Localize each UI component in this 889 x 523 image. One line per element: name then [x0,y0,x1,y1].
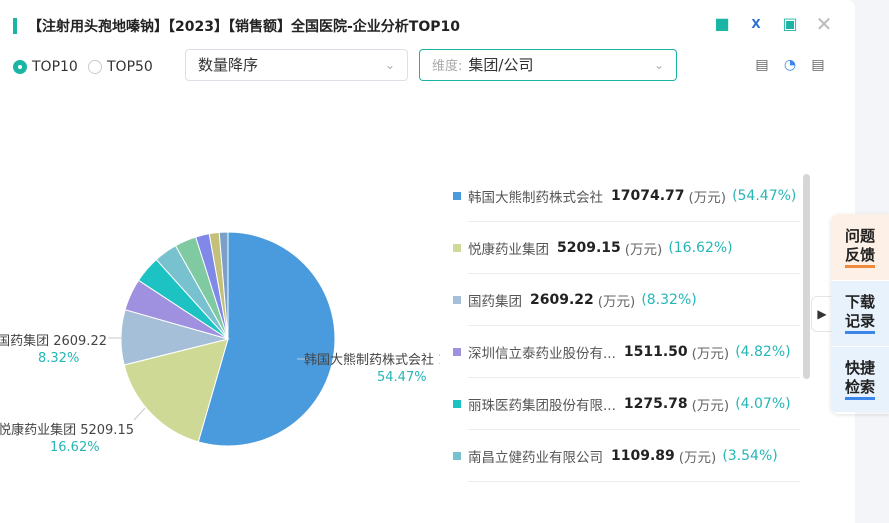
pie-slice[interactable] [123,338,229,443]
pie-chart-icon[interactable]: ◔ [783,57,797,73]
legend-name: 南昌立健药业有限公司 [468,450,603,466]
legend-divider [468,429,800,430]
legend-divider [468,481,800,482]
pie-pct-2: 8.32% [38,351,80,366]
legend-swatch [453,348,461,356]
legend-percent: (4.07%) [735,396,791,412]
legend-value: 1109.89 [611,448,675,464]
legend-value: 1275.78 [623,396,688,412]
sort-value: 数量降序 [198,56,259,74]
legend-unit: (万元) [688,190,727,206]
pie-slice[interactable] [218,231,229,340]
dimension-value: 集团/公司 [468,56,534,74]
chart-legend: 韩国大熊制药株式会社 17074.77 (万元) (54.47%) 悦康药业集团 5209… [440,170,810,500]
radio-dot [88,60,102,74]
radio-label: TOP10 [32,59,78,75]
legend-divider [468,325,800,326]
legend-name: 国药集团 [468,294,522,310]
page-title: 【注射用头孢地嗪钠】【2023】【销售额】全国医院-企业分析TOP10 [28,19,460,35]
legend-divider [468,221,800,222]
legend-swatch [453,192,461,200]
download-record-button[interactable]: 下载 记录 [831,280,889,346]
radio-dot [13,60,27,74]
legend-item[interactable]: 南昌立健药业有限公司 1109.89 (万元) (3.54%) [453,430,800,482]
legend-percent: (4.82%) [735,344,791,360]
pie-pct-0: 54.47% [377,370,427,385]
feedback-label: 问题 反馈 [844,227,875,268]
pie-pct-1: 16.62% [50,440,100,455]
analysis-panel: 【注射用头孢地嗪钠】【2023】【销售额】全国医院-企业分析TOP10 ■ X … [0,0,855,523]
dimension-prefix: 维度: [432,59,463,74]
expand-arrow-icon[interactable]: ▶ [811,296,833,332]
legend-item[interactable]: 悦康药业集团 5209.15 (万元) (16.62%) [453,222,800,274]
legend-name: 悦康药业集团 [468,242,549,258]
pie-label-1: 悦康药业集团 5209.15 [0,423,134,438]
legend-name: 韩国大熊制药株式会社 [468,190,603,206]
title-accent-bar [13,18,17,34]
legend-name: 深圳信立泰药业股份有... [468,346,616,362]
legend-item[interactable]: 深圳信立泰药业股份有... 1511.50 (万元) (4.82%) [453,326,800,378]
legend-swatch [453,296,461,304]
legend-swatch [453,400,461,408]
legend-percent: (8.32%) [641,292,697,308]
legend-unit: (万元) [597,294,636,310]
chevron-down-icon: ⌄ [384,58,395,72]
pie-slice[interactable] [197,231,336,447]
close-icon[interactable]: ✕ [815,12,833,36]
feedback-button[interactable]: 问题 反馈 [831,214,889,280]
quick-search-button[interactable]: 快捷 检索 [831,346,889,412]
legend-value: 17074.77 [611,188,685,204]
view-toggle: ▤ ◔ ▤ [754,57,826,73]
quick-search-label: 快捷 检索 [844,359,875,400]
legend-value: 2609.22 [530,292,594,308]
side-panel: 问题 反馈 下载 记录 快捷 检索 [831,214,889,414]
legend-item[interactable]: 国药集团 2609.22 (万元) (8.32%) [453,274,800,326]
bar-chart-icon[interactable]: ▤ [755,57,769,73]
chevron-down-icon: ⌄ [653,58,664,72]
legend-swatch [453,244,461,252]
legend-item[interactable]: 丽珠医药集团股份有限... 1275.78 (万元) (4.07%) [453,378,800,430]
legend-percent: (16.62%) [668,240,733,256]
radio-label: TOP50 [107,59,153,75]
pie-label-2: 国药集团 2609.22 [0,334,107,349]
pie-label-line [133,407,146,421]
legend-unit: (万元) [691,398,730,414]
legend-divider [468,377,800,378]
legend-percent: (3.54%) [722,448,778,464]
legend-unit: (万元) [691,346,730,362]
sort-select[interactable]: 数量降序 ⌄ [185,49,408,81]
radio-top10[interactable]: TOP10 [13,59,78,75]
legend-percent: (54.47%) [732,188,797,204]
file-search-icon[interactable]: ■ [714,14,730,33]
toolbar: ■ X ▣ ✕ [712,14,834,34]
dimension-select[interactable]: 维度: 集团/公司 ⌄ [419,49,677,81]
legend-swatch [453,452,461,460]
document-icon[interactable]: ▤ [811,57,825,73]
excel-download-icon[interactable]: X [751,17,761,31]
legend-unit: (万元) [624,242,663,258]
radio-top50[interactable]: TOP50 [88,59,153,75]
download-record-label: 下载 记录 [844,293,875,334]
legend-value: 1511.50 [623,344,688,360]
legend-scrollbar[interactable] [803,174,810,379]
legend-value: 5209.15 [557,240,621,256]
legend-divider [468,273,800,274]
pie-chart [108,231,336,447]
image-icon[interactable]: ▣ [782,14,798,33]
legend-unit: (万元) [678,450,717,466]
legend-item[interactable]: 韩国大熊制药株式会社 17074.77 (万元) (54.47%) [453,170,800,222]
legend-name: 丽珠医药集团股份有限... [468,398,616,414]
